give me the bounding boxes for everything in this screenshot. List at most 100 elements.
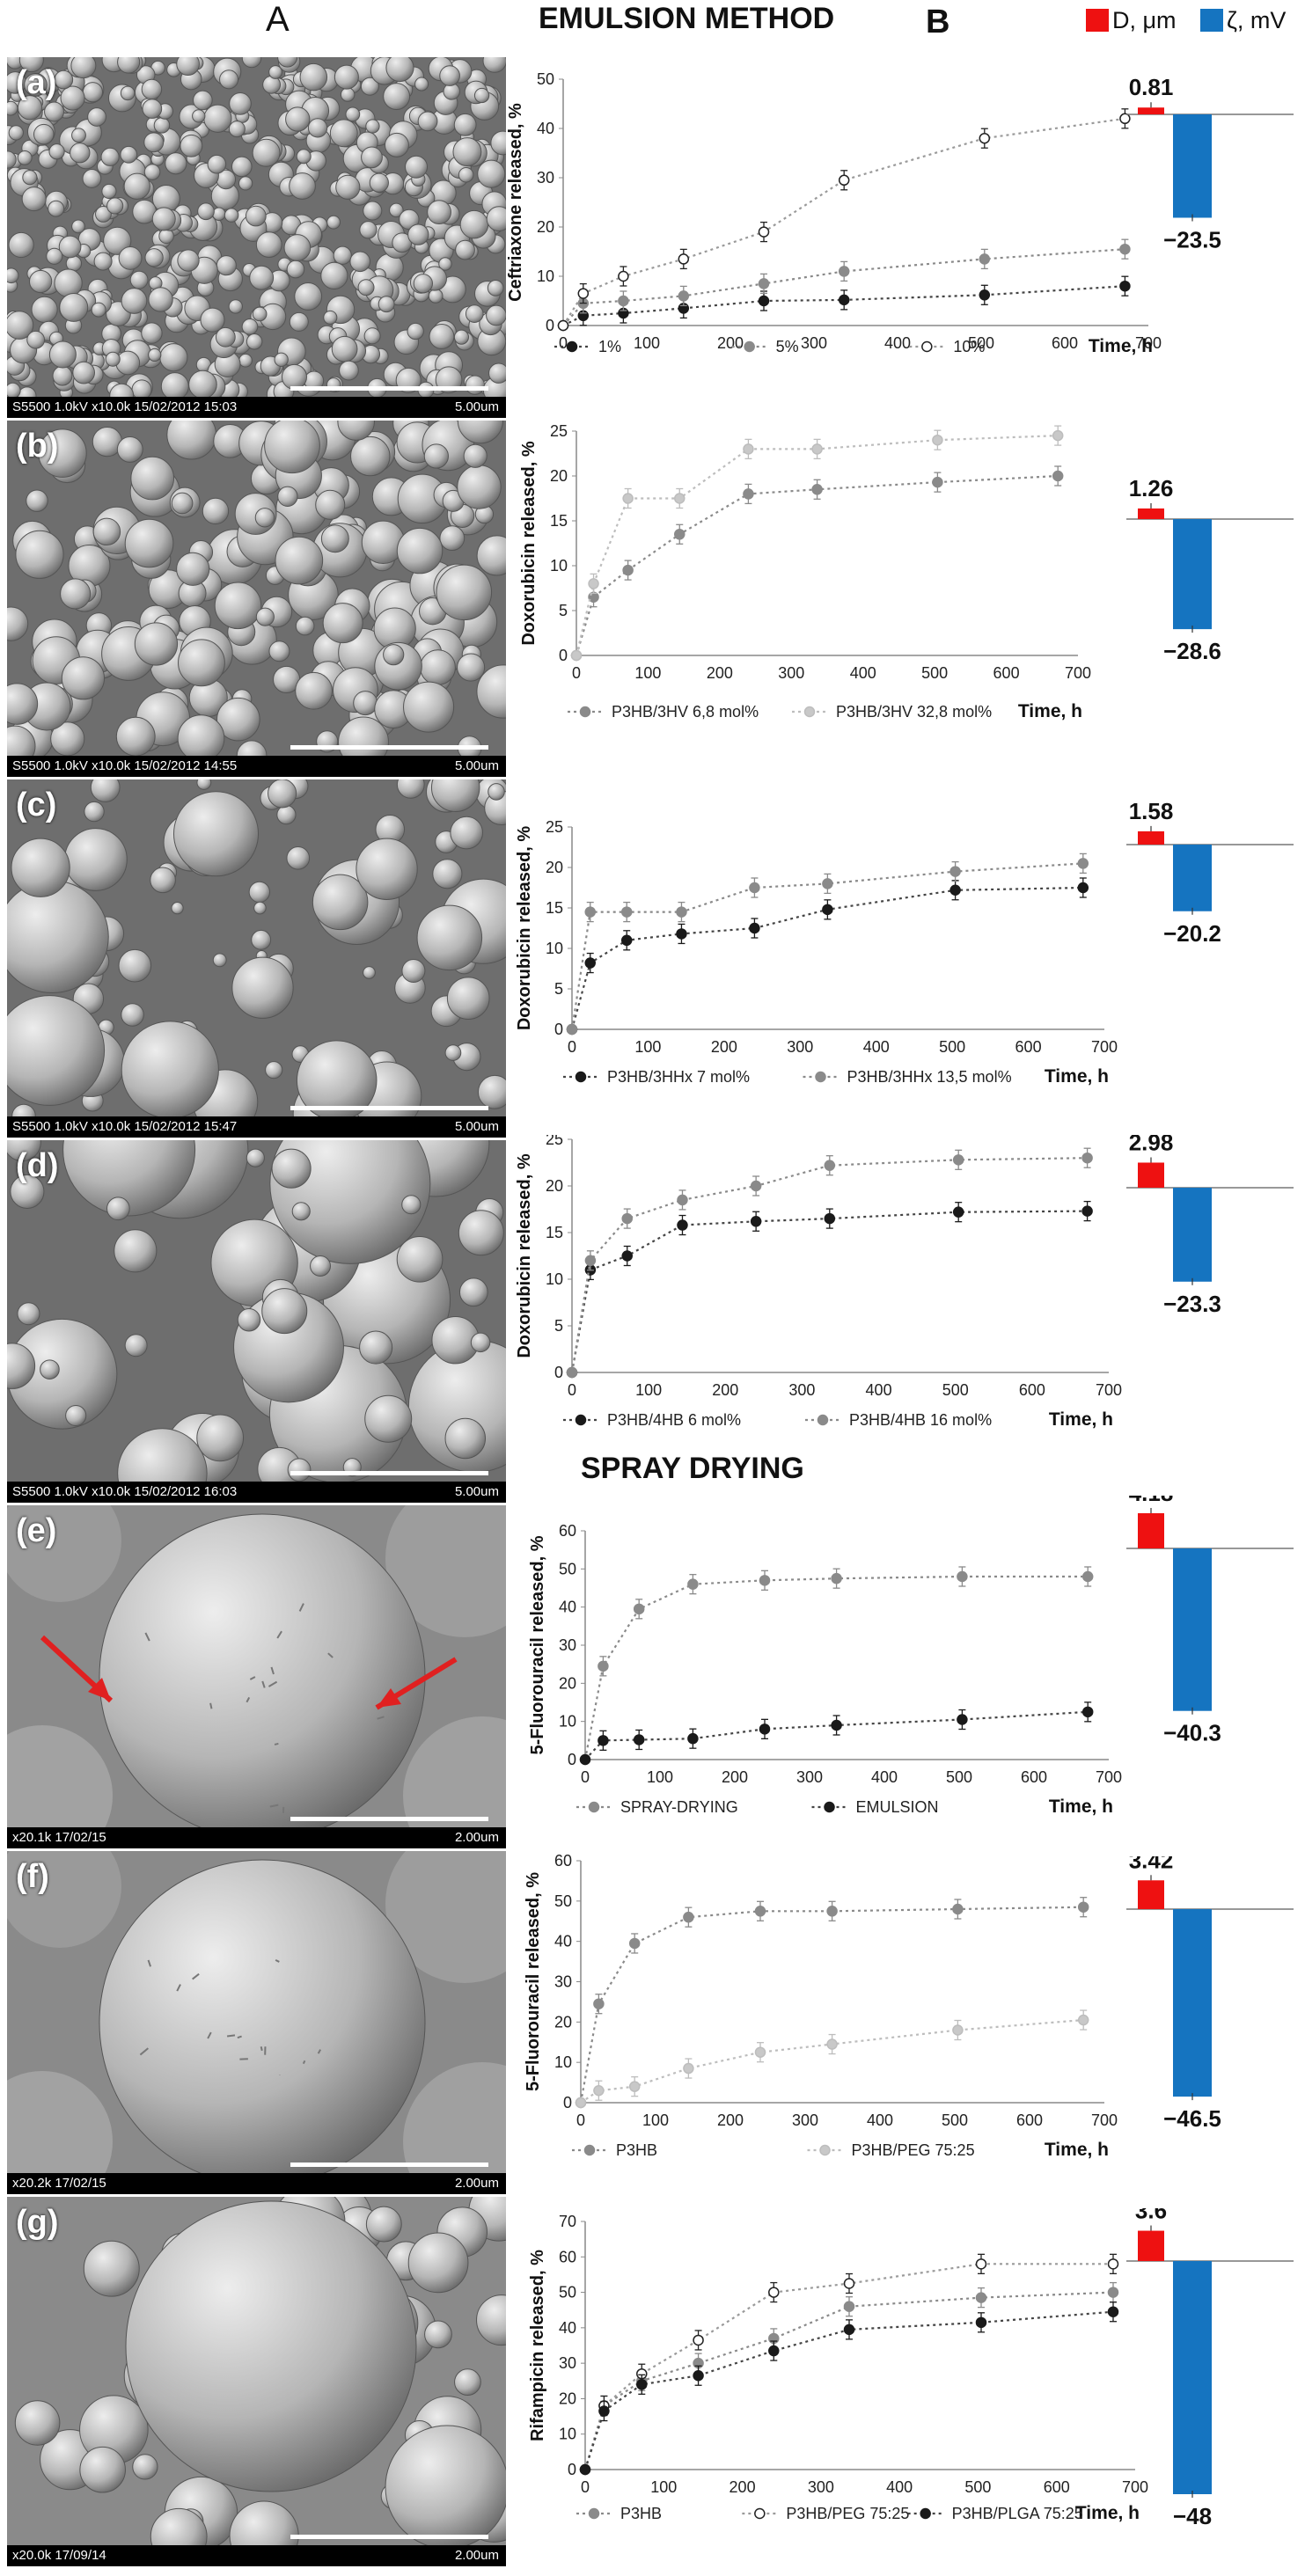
x-tick-label: 600 (1016, 2111, 1043, 2129)
data-point (758, 278, 770, 289)
data-point (579, 2463, 591, 2476)
x-tick-label: 500 (942, 2111, 968, 2129)
diameter-value-label: 4.18 (1129, 1496, 1174, 1506)
series-line (583, 2310, 1114, 2470)
data-point (566, 1366, 578, 1379)
data-point (1077, 1901, 1089, 1913)
sem-info-bar: x20.0k 17/09/14 2.00um (7, 2545, 506, 2566)
y-tick-label: 10 (559, 2426, 576, 2443)
y-tick-label: 10 (550, 557, 568, 574)
legend-label: P3HB/PLGA 75:25 (952, 2505, 1083, 2522)
data-point (826, 1906, 838, 1917)
micrograph-label: (d) (16, 1147, 59, 1184)
x-tick-label: 200 (717, 2111, 744, 2129)
legend-label: P3HB/4HB 6 mol% (607, 1411, 741, 1429)
y-tick-label: 25 (546, 818, 563, 836)
x-tick-label: 200 (717, 334, 744, 352)
legend-label: P3HB/3HV 32,8 mol% (836, 703, 992, 721)
y-tick-label: 30 (559, 1636, 576, 1654)
data-point (598, 1660, 609, 1672)
x-tick-label: 300 (796, 1768, 823, 1786)
y-tick-label: 15 (546, 899, 563, 917)
data-point (687, 1578, 699, 1590)
sem-info-bar: S5500 1.0kV x10.0k 15/02/2012 15:47 5.00u… (7, 1116, 506, 1138)
micrograph-panel: (d) S5500 1.0kV x10.0k 15/02/2012 16:03 5.… (7, 1140, 506, 1503)
data-point (831, 1719, 842, 1731)
diameter-value-label: 1.58 (1129, 798, 1174, 824)
x-tick-label: 500 (968, 334, 994, 352)
legend-marker (819, 2144, 831, 2156)
data-point (598, 2405, 610, 2417)
y-tick-label: 0 (568, 2461, 576, 2478)
zeta-bar (1173, 1188, 1212, 1282)
x-tick-label: 700 (1135, 334, 1162, 352)
zeta-value-label: −20.2 (1163, 920, 1221, 947)
diameter-value-label: 2.98 (1129, 1135, 1174, 1155)
diameter-bar (1138, 107, 1164, 114)
diameter-legend-label: D, μm (1112, 7, 1177, 33)
micrograph-panel: (g) x20.0k 17/09/14 2.00um (7, 2197, 506, 2566)
x-tick-label: 300 (788, 1381, 815, 1399)
release-chart: 0 100 200 300 400 500 600 700 0 10 20 30 40 50 60 5-Flu… (528, 1522, 1122, 1817)
data-point (566, 1023, 578, 1036)
data-point (952, 1154, 964, 1166)
x-tick-label: 600 (1021, 1768, 1047, 1786)
series-line (570, 862, 1083, 1030)
legend-marker (588, 2507, 600, 2520)
y-tick-label: 0 (559, 647, 568, 664)
data-point (768, 2287, 780, 2298)
data-point (979, 253, 991, 265)
x-tick-label: 300 (808, 2478, 834, 2496)
diameter-bar (1138, 2230, 1164, 2261)
data-point (633, 1734, 645, 1745)
x-tick-label: 300 (778, 664, 804, 682)
x-tick-label: 600 (1044, 2478, 1070, 2496)
x-tick-label: 100 (634, 334, 660, 352)
data-point (1119, 113, 1131, 125)
diameter-value-label: 3.6 (1135, 2208, 1167, 2224)
y-tick-label: 5 (559, 602, 568, 619)
data-point (618, 295, 629, 307)
legend-marker (824, 1801, 835, 1813)
data-point (952, 1903, 964, 1915)
zeta-bar (1173, 2261, 1212, 2494)
micrograph-panel: (b) S5500 1.0kV x10.0k 15/02/2012 14:55 5.… (7, 421, 506, 777)
release-chart: 0 100 200 300 400 500 600 700 0 10 20 30 40 50 60 70 Rif… (528, 2213, 1148, 2523)
legend-marker (575, 1414, 587, 1426)
data-point (750, 1180, 762, 1192)
data-point (674, 529, 685, 540)
data-point (768, 2345, 780, 2357)
x-tick-label: 400 (884, 334, 911, 352)
release-chart: 0 100 200 300 400 500 600 700 0 5 10 15 20 25 Doxorubi… (515, 1135, 1122, 1430)
diameter-value-label: 1.26 (1129, 475, 1174, 501)
y-tick-label: 15 (546, 1224, 563, 1241)
sem-image (7, 421, 506, 756)
legend-marker (744, 340, 755, 353)
data-point (754, 1906, 766, 1917)
legend-label: SPRAY-DRYING (620, 1798, 738, 1816)
data-point (1119, 280, 1131, 292)
data-point (838, 294, 850, 306)
x-tick-label: 300 (801, 334, 827, 352)
series-line (562, 117, 1125, 326)
x-tick-label: 200 (712, 1381, 738, 1399)
diameter-bar (1138, 831, 1164, 845)
emulsion-section-title: EMULSION METHOD (539, 2, 835, 35)
y-tick-label: 25 (550, 422, 568, 440)
sem-image (7, 1140, 506, 1482)
x-tick-label: 500 (942, 1381, 969, 1399)
x-axis-label: Time, h (1049, 1409, 1113, 1430)
legend-marker (920, 2507, 931, 2520)
y-tick-label: 50 (559, 2284, 576, 2302)
size-zeta-bars: 0.81 −23.5 (1126, 74, 1294, 253)
scale-bar-label: 5.00um (454, 1484, 499, 1499)
legend-marker (566, 340, 578, 353)
size-zeta-bars: 2.98 −23.3 (1126, 1135, 1294, 1317)
x-tick-label: 700 (1065, 664, 1091, 682)
data-point (588, 578, 599, 589)
y-tick-label: 30 (537, 169, 554, 187)
sem-image (7, 1851, 506, 2173)
sem-image (7, 57, 506, 397)
data-point (743, 488, 754, 500)
data-point (979, 289, 991, 301)
